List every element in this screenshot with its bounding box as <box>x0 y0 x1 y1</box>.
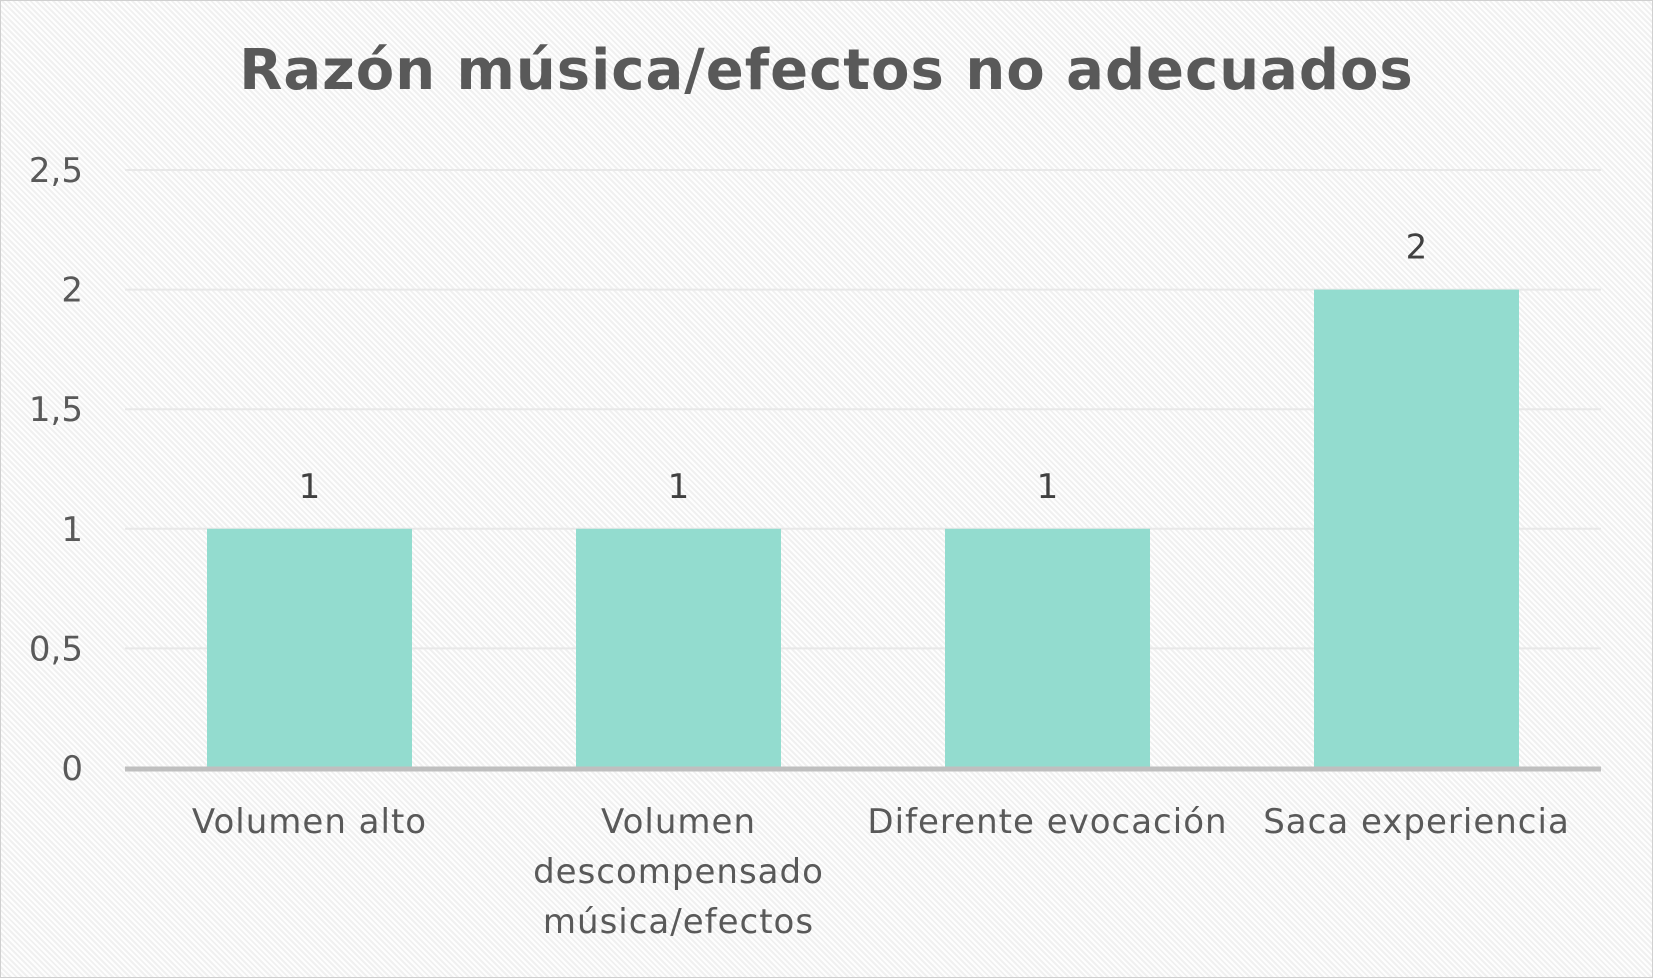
y-tick-label: 1,5 <box>29 390 83 430</box>
category-label: Volumen <box>601 802 756 842</box>
bar <box>945 529 1150 768</box>
category-label: música/efectos <box>543 902 814 942</box>
y-tick-label: 0,5 <box>29 629 83 669</box>
y-tick-label: 1 <box>61 510 83 550</box>
y-tick-label: 0 <box>61 749 83 789</box>
data-label: 2 <box>1406 228 1428 268</box>
data-label: 1 <box>299 467 321 507</box>
category-label: Saca experiencia <box>1263 802 1570 842</box>
category-label: Diferente evocación <box>867 802 1227 842</box>
bar <box>207 529 412 768</box>
category-label: descompensado <box>533 852 824 892</box>
data-label: 1 <box>1037 467 1059 507</box>
bar <box>576 529 781 768</box>
bar <box>1314 290 1519 768</box>
y-tick-label: 2 <box>61 271 83 311</box>
y-tick-label: 2,5 <box>29 151 83 191</box>
data-label: 1 <box>668 467 690 507</box>
category-label: Volumen alto <box>192 802 427 842</box>
